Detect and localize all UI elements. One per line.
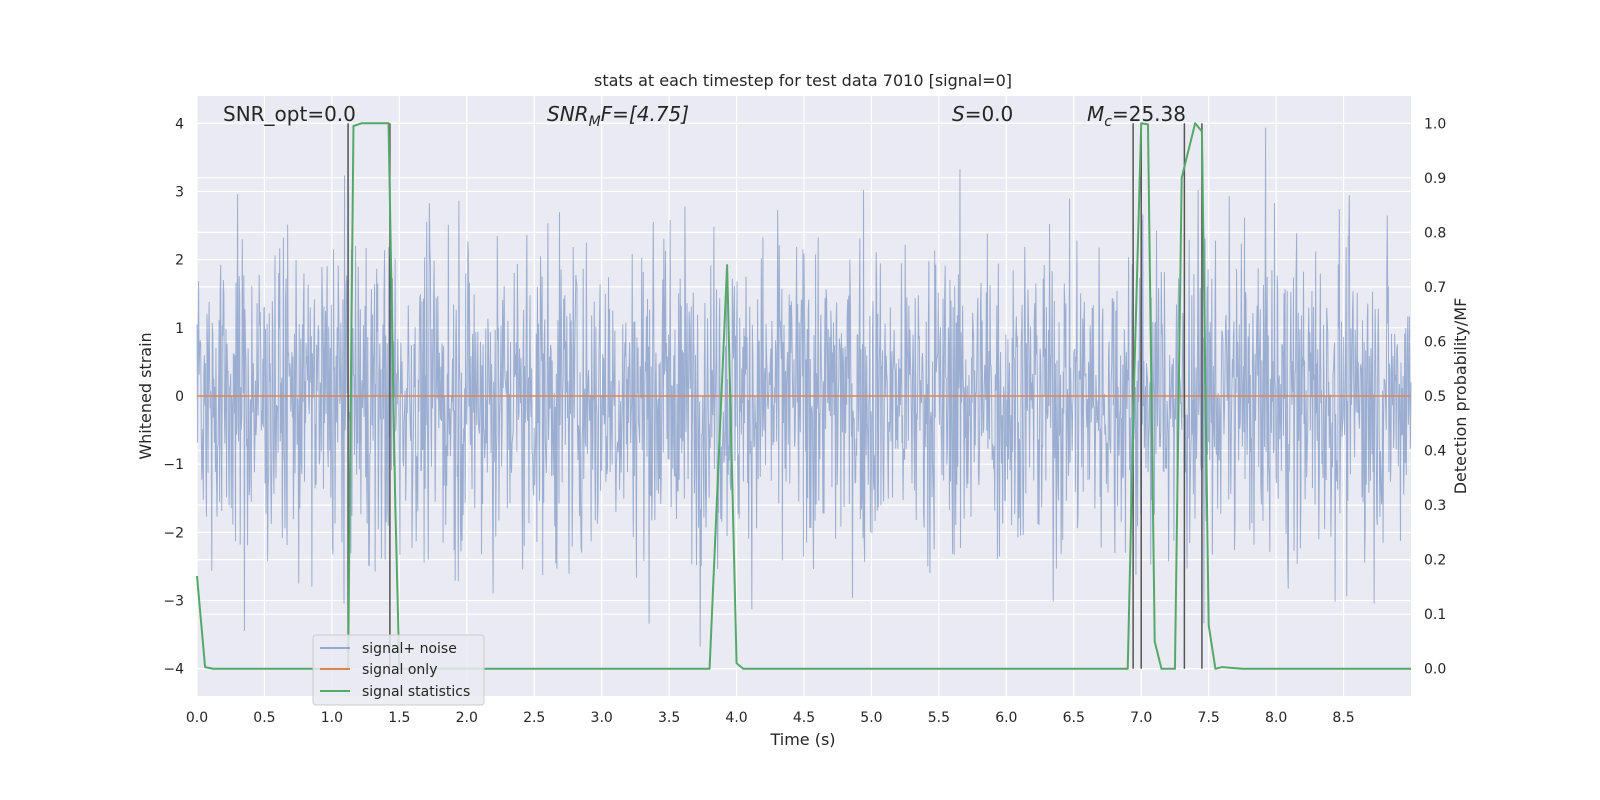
x-tick-label-14: 7.0	[1130, 710, 1152, 726]
y-left-tick-label-3: −1	[163, 457, 184, 473]
annotation-mc-rest: =25.38	[1112, 102, 1186, 126]
y-right-tick-label-4: 0.4	[1424, 444, 1446, 460]
y-right-tick-label-6: 0.6	[1424, 334, 1446, 350]
series-signal-statistics	[196, 122, 1411, 670]
x-tick-label-6: 3.0	[591, 710, 613, 726]
y-right-axis-label: Detection probability/MF	[1451, 298, 1470, 495]
annotation-snr-mf-rest: F=[4.75]	[601, 102, 689, 126]
annotation-mc-base: M	[1087, 102, 1104, 126]
x-tick-labels: 0.0 0.5 1.0 1.5 2.0 2.5 3.0 3.5 4.0 4.5 5.0 5.5 6.0 6…	[186, 710, 1355, 726]
y-right-tick-label-8: 0.8	[1424, 225, 1446, 241]
y-left-tick-label-6: 2	[175, 253, 184, 269]
annotation-snr-mf-base: SNR	[547, 102, 589, 126]
x-tick-label-7: 3.5	[658, 710, 680, 726]
y-left-tick-label-0: −4	[163, 662, 184, 678]
y-left-tick-label-1: −3	[163, 594, 184, 610]
y-right-tick-label-7: 0.7	[1424, 280, 1446, 296]
y-right-tick-label-1: 0.1	[1424, 607, 1446, 623]
x-tick-label-9: 4.5	[793, 710, 815, 726]
y-right-tick-label-5: 0.5	[1424, 389, 1446, 405]
x-tick-label-3: 1.5	[388, 710, 410, 726]
x-tick-label-8: 4.0	[725, 710, 747, 726]
y-left-tick-label-5: 1	[175, 321, 184, 337]
x-tick-label-10: 5.0	[860, 710, 882, 726]
x-tick-label-13: 6.5	[1063, 710, 1085, 726]
y-right-tick-label-3: 0.3	[1424, 498, 1446, 514]
vertical-marker-lines	[347, 123, 1203, 669]
series-signal-plus-noise	[196, 127, 1412, 647]
legend: signal+ noise signal only signal statist…	[312, 634, 485, 706]
y-left-tick-labels: −4 −3 −2 −1 0 1 2 3 4	[163, 116, 184, 677]
legend-label-signal-plus-noise: signal+ noise	[362, 641, 457, 657]
annotation-mc: Mc=25.38	[1087, 102, 1186, 130]
x-tick-label-5: 2.5	[523, 710, 545, 726]
x-tick-label-4: 2.0	[456, 710, 478, 726]
y-left-tick-label-4: 0	[175, 389, 184, 405]
annotation-snr-opt: SNR_opt=0.0	[223, 102, 356, 126]
y-right-tick-labels: 0.0 0.1 0.2 0.3 0.4 0.5 0.6 0.7 0.8 0.9 1.0	[1424, 116, 1446, 677]
annotation-s: S=0.0	[952, 102, 1013, 126]
x-tick-label-11: 5.5	[928, 710, 950, 726]
y-right-tick-label-0: 0.0	[1424, 662, 1446, 678]
chart-title: stats at each timestep for test data 701…	[594, 71, 1012, 90]
legend-label-signal-statistics: signal statistics	[362, 684, 470, 700]
signal-statistics-line	[196, 122, 1411, 670]
x-tick-label-2: 1.0	[321, 710, 343, 726]
y-left-tick-label-7: 3	[175, 184, 184, 200]
y-right-tick-label-9: 0.9	[1424, 171, 1446, 187]
legend-box	[312, 634, 485, 706]
legend-label-signal-only: signal only	[362, 662, 437, 678]
x-tick-label-15: 7.5	[1198, 710, 1220, 726]
x-tick-label-0: 0.0	[186, 710, 208, 726]
x-tick-label-17: 8.5	[1332, 710, 1354, 726]
y-left-axis-label: Whitened strain	[136, 332, 155, 459]
y-right-tick-label-10: 1.0	[1424, 116, 1446, 132]
y-right-tick-label-2: 0.2	[1424, 553, 1446, 569]
annotation-mc-sub: c	[1104, 114, 1112, 130]
annotation-s-rest: =0.0	[965, 102, 1014, 126]
signal-plus-noise-line	[196, 127, 1412, 647]
annotation-s-base: S	[952, 102, 965, 126]
x-tick-label-1: 0.5	[253, 710, 275, 726]
annotation-snr-mf: SNRMF=[4.75]	[547, 102, 689, 130]
y-left-tick-label-2: −2	[163, 525, 184, 541]
annotation-snr-mf-sub: M	[589, 114, 601, 130]
x-tick-label-16: 8.0	[1265, 710, 1287, 726]
x-axis-label: Time (s)	[769, 730, 835, 749]
x-tick-label-12: 6.0	[995, 710, 1017, 726]
y-left-tick-label-8: 4	[175, 116, 184, 132]
